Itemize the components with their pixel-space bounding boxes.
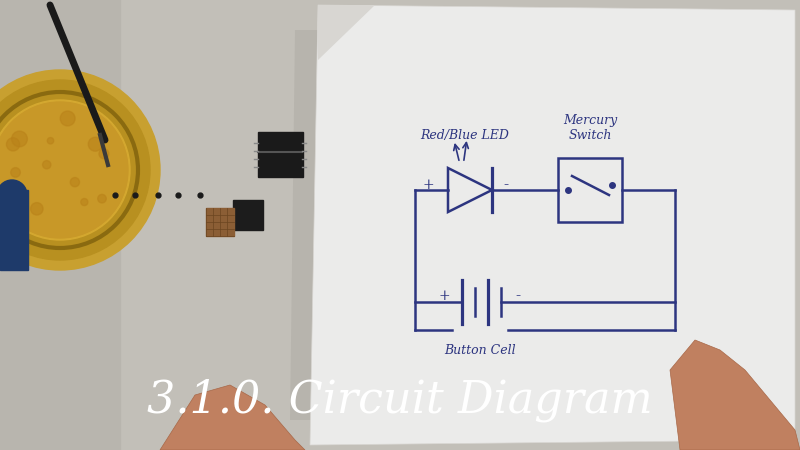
Text: 3.1.0. Circuit Diagram: 3.1.0. Circuit Diagram bbox=[147, 378, 653, 422]
Circle shape bbox=[0, 70, 160, 270]
Polygon shape bbox=[318, 5, 375, 60]
Text: +: + bbox=[422, 178, 434, 192]
Text: Mercury
Switch: Mercury Switch bbox=[563, 114, 617, 142]
Circle shape bbox=[50, 192, 62, 205]
Circle shape bbox=[13, 147, 28, 162]
Text: -: - bbox=[503, 178, 509, 192]
Polygon shape bbox=[290, 30, 323, 420]
Circle shape bbox=[60, 156, 66, 162]
Circle shape bbox=[37, 115, 51, 129]
Text: Button Cell: Button Cell bbox=[444, 344, 516, 357]
Bar bbox=[233, 200, 263, 230]
Text: -: - bbox=[515, 289, 521, 303]
Bar bbox=[0, 190, 28, 270]
Circle shape bbox=[6, 159, 16, 170]
Polygon shape bbox=[310, 5, 795, 445]
Circle shape bbox=[88, 131, 94, 138]
Circle shape bbox=[0, 102, 128, 238]
Circle shape bbox=[31, 130, 38, 136]
Circle shape bbox=[79, 199, 92, 212]
Circle shape bbox=[26, 140, 38, 152]
Circle shape bbox=[0, 100, 130, 240]
Bar bbox=[0, 0, 120, 450]
Circle shape bbox=[58, 167, 72, 181]
Circle shape bbox=[11, 140, 24, 152]
Circle shape bbox=[0, 80, 150, 260]
Bar bbox=[206, 208, 234, 236]
Circle shape bbox=[82, 210, 93, 221]
Text: +: + bbox=[438, 289, 450, 303]
Circle shape bbox=[106, 177, 117, 189]
Circle shape bbox=[78, 144, 87, 152]
Polygon shape bbox=[670, 340, 800, 450]
Bar bbox=[558, 158, 622, 222]
Text: Red/Blue LED: Red/Blue LED bbox=[421, 129, 510, 142]
Bar bbox=[258, 132, 303, 177]
Circle shape bbox=[35, 171, 50, 185]
Circle shape bbox=[0, 180, 27, 210]
Circle shape bbox=[22, 189, 37, 204]
Polygon shape bbox=[160, 385, 305, 450]
